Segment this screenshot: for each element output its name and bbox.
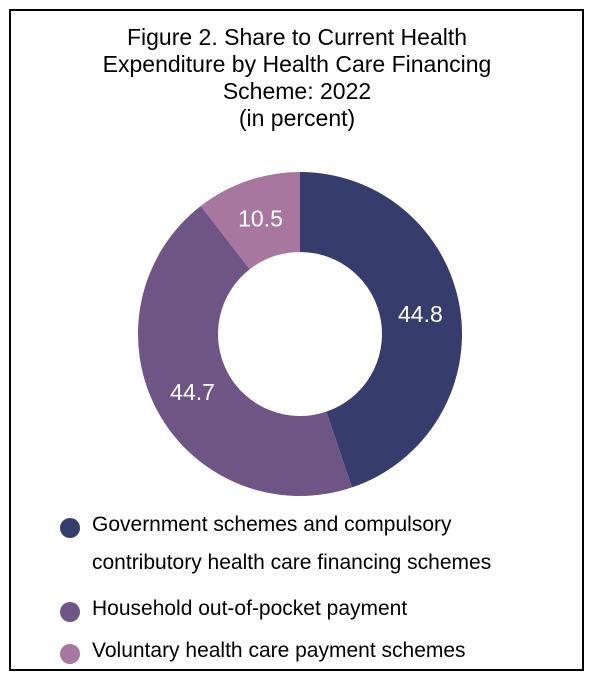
legend-label-government-line-1: Government schemes and compulsory: [92, 513, 452, 536]
chart-title: Figure 2. Share to Current Health Expend…: [0, 24, 594, 132]
data-label-government: 44.8: [398, 301, 443, 327]
chart-frame: [9, 9, 584, 671]
legend-item-government: Government schemes and compulsory contri…: [60, 508, 570, 592]
chart-title-line-2: Expenditure by Health Care Financing: [102, 51, 492, 77]
chart-title-line-3: Scheme: 2022: [222, 78, 372, 104]
chart-legend: Government schemes and compulsory contri…: [60, 508, 570, 676]
legend-swatch-voluntary: [60, 644, 80, 664]
legend-item-household: Household out-of-pocket payment: [60, 592, 570, 634]
donut-slice-government: [300, 172, 463, 488]
legend-swatch-government: [60, 518, 80, 538]
data-label-voluntary: 10.5: [238, 206, 283, 232]
data-label-household: 44.7: [170, 379, 215, 405]
legend-item-voluntary: Voluntary health care payment schemes: [60, 634, 570, 676]
donut-slice-voluntary: [200, 172, 300, 270]
donut-slice-household: [138, 205, 352, 497]
chart-title-line-1: Figure 2. Share to Current Health: [126, 24, 468, 50]
legend-label-voluntary: Voluntary health care payment schemes: [92, 639, 466, 662]
legend-label-government-line-2: contributory health care financing schem…: [92, 551, 492, 574]
chart-title-line-4: (in percent): [238, 105, 356, 131]
legend-swatch-household: [60, 602, 80, 622]
legend-label-household: Household out-of-pocket payment: [92, 597, 408, 620]
